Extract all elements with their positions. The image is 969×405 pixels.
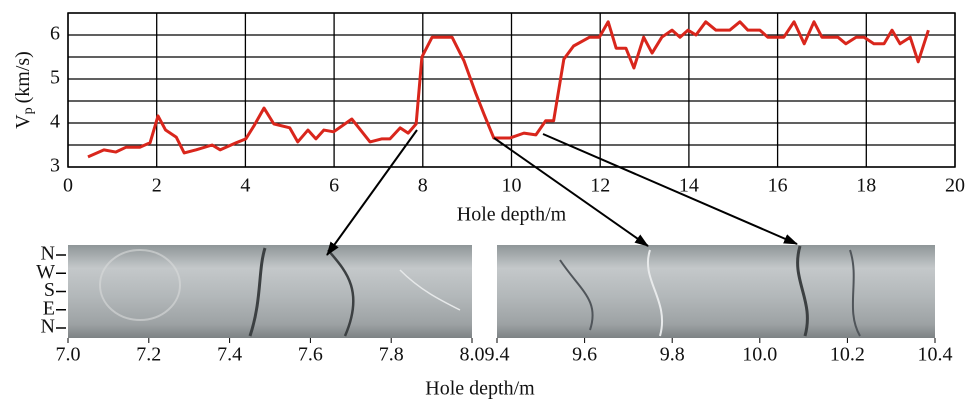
crack [327,249,355,337]
x-tick-label: 2 [152,175,162,197]
vein [399,269,461,311]
core-photo [68,245,472,338]
x-tick-label: 12 [590,175,610,197]
x-tick-label: 7.8 [379,344,404,366]
x-tick-label: 9.6 [572,344,597,366]
core-photo [497,245,935,338]
row-label: E [43,297,55,319]
x-axis-label: Hole depth/m [425,378,535,400]
row-label: N [41,316,55,338]
x-tick-label: 18 [856,175,876,197]
arrows [326,129,798,256]
texture [99,249,181,321]
x-tick-label: 7.2 [136,344,161,366]
x-tick-label: 10 [502,175,522,197]
crack [248,247,267,337]
x-tick-label: 9.4 [485,344,510,366]
x-tick-label: 10.2 [830,344,865,366]
y-tick-label: 5 [50,67,60,89]
row-label: N [41,243,55,265]
x-tick-label: 4 [240,175,250,197]
arrow [493,137,649,247]
crack [559,259,594,331]
row-label: S [44,279,55,301]
x-tick-label: 14 [679,175,699,197]
x-tick-label: 8.0 [460,344,485,366]
y-axis-label-unit: (km/s) [12,51,34,103]
y-axis-label-main: V [12,114,34,129]
vein [647,249,663,337]
y-tick-label: 6 [50,23,60,45]
x-tick-label: 7.0 [56,344,81,366]
plot-frame [67,12,956,168]
arrow [326,129,418,256]
x-tick-label: 9.8 [660,344,685,366]
core-photos [68,245,935,338]
x-axis-label: Hole depth/m [457,204,567,226]
y-tick-label: 3 [50,155,60,177]
y-tick-label: 4 [50,111,60,133]
y-axis-label-subscript: p [21,107,36,114]
x-tick-label: 0 [63,175,73,197]
x-tick-label: 10.0 [742,344,777,366]
x-tick-label: 7.6 [298,344,323,366]
row-label: W [36,261,55,283]
crack [796,245,809,337]
x-tick-label: 16 [768,175,788,197]
x-tick-label: 20 [945,175,965,197]
y-axis-label: Vp (km/s) [12,51,37,129]
x-tick-label: 8 [418,175,428,197]
data-line [87,20,930,159]
x-tick-label: 7.4 [217,344,242,366]
crack [849,249,861,337]
arrow [542,133,798,245]
x-tick-label: 6 [329,175,339,197]
x-tick-label: 10.4 [918,344,953,366]
